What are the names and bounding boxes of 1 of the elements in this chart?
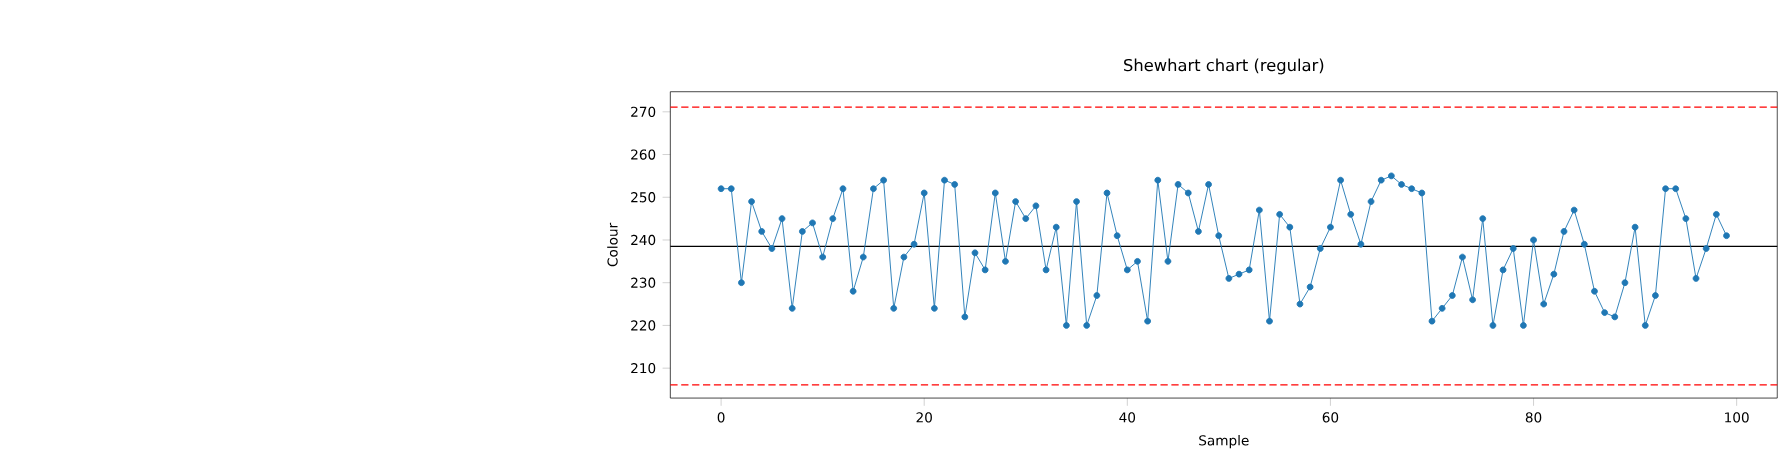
chart-title: Shewhart chart (regular): [1124, 58, 1324, 75]
